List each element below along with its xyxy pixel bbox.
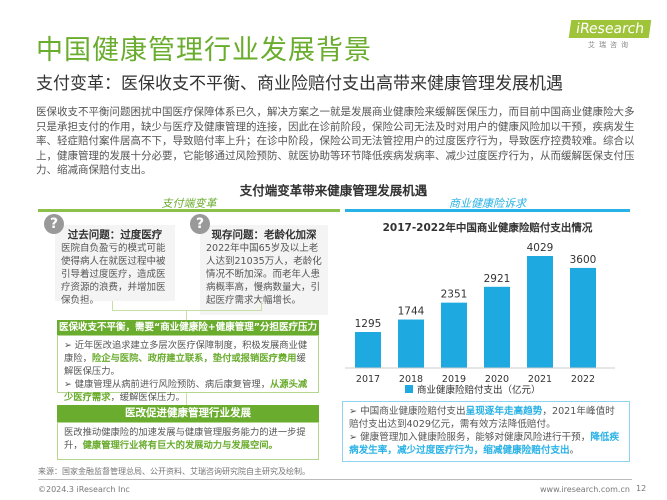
x-tick-label: 2022 [571,374,595,385]
footer-divider [38,479,632,480]
past-problem-title: 过去问题：过度医疗 [67,229,163,241]
bar [570,267,596,368]
logo-sub: 艾瑞咨询 [588,41,633,49]
bar [527,256,553,368]
page-title: 中国健康管理行业发展背景 [36,35,372,66]
x-tick-label: 2018 [399,374,423,385]
reform-banner: 医改促进健康管理行业发展 [57,405,319,422]
bar [484,286,510,368]
x-tick-label: 2019 [442,374,466,385]
right-section-header: 商业健康险诉求 [449,197,526,210]
bar-chart: 1295 2017 1744 2018 2351 2019 2921 2020 4029 2021… [345,242,615,396]
past-problem-box: 过去问题：过度医疗 医院自负盈亏的模式可能使得病人在就医过程中被引导着过度医疗，… [55,225,175,306]
data-label: 4029 [527,242,554,254]
iresearch-logo: iResearch 艾瑞咨询 [568,20,652,50]
data-label: 2921 [484,273,511,285]
intro-paragraph: 医保收支不平衡问题困扰中国医疗保障体系已久，解决方案之一就是发展商业健康险来缓解… [36,106,635,177]
current-problem-title: 现存问题：老龄化加深 [211,229,317,241]
past-problem-text: 医院自负盈亏的模式可能使得病人在就医过程中被引导着过度医疗，造成医疗资源的浪费，… [61,243,166,306]
legend-label: 商业健康险赔付支出（亿元） [417,384,541,396]
bullet-item: ➢ 近年医改追求建立多层次医疗保障制度，积极发展商业健康险，险企与医院、政府建立… [64,340,308,377]
bar [441,302,467,368]
right-divider [345,209,630,212]
data-label: 3600 [570,254,597,266]
left-section-header: 支付端变革 [161,197,217,210]
bullet-item: ➢ 健康管理从病前进行风险预防、病后康复管理，从源头减少医疗需求，缓解医保压力。 [64,379,308,403]
x-tick-label: 2017 [356,374,380,385]
diagram-heading: 支付端变革带来健康管理发展机遇 [239,183,428,198]
data-label: 1295 [355,318,382,330]
page-number: 12 [636,484,647,493]
data-label: 2351 [441,289,468,301]
left-divider [38,209,340,212]
current-problem-box: 现存问题：老龄化加深 2022年中国65岁及以上老人达到21035万人，老龄化情… [200,225,328,315]
legend-swatch [405,385,413,393]
website-link[interactable]: www.iresearch.com.cn [540,485,630,494]
reform-details: 医改推动健康险的加速发展与健康管理服务能力的进一步提升，健康管理行业将有巨大的发… [57,422,319,460]
pressure-details: ➢ 近年医改追求建立多层次医疗保障制度，积极发展商业健康险，险企与医院、政府建立… [57,335,319,403]
x-tick-label: 2021 [528,374,552,385]
chart-notes: ➢ 中国商业健康险赔付支出呈现逐年走高趋势，2021年峰值时赔付支出达到4029… [342,401,630,462]
pressure-banner: 医保收支不平衡，需要“商业健康险+健康管理”分担医疗压力 [57,320,319,335]
connector-arrow [186,393,187,405]
x-tick-label: 2020 [485,374,509,385]
logo-text: iResearch [568,20,652,38]
connector-line [112,301,262,311]
connector-arrow [186,311,187,320]
chart-title: 2017-2022年中国商业健康险赔付支出情况 [382,222,593,234]
current-problem-text: 2022年中国65岁及以上老人达到21035万人，老龄化情况不断加深。而老年人患… [206,243,322,306]
bar [398,319,424,368]
page-subtitle: 支付变革：医保收支不平衡、商业险赔付支出高带来健康管理发展机遇 [36,74,563,94]
copyright: ©2024.3 iResearch Inc [38,485,130,494]
data-label: 1744 [398,306,425,318]
note-item: ➢ 中国商业健康险赔付支出呈现逐年走高趋势，2021年峰值时赔付支出达到4029… [349,406,615,430]
source-note: 来源：国家金融监督管理总局、公开资料、艾瑞咨询研究院自主研究及绘制。 [38,467,310,476]
question-icon: ? [190,214,210,234]
note-item: ➢ 健康管理加入健康险服务，能够对健康风险进行干预，降低疾病发生率，减少过度医疗… [349,432,620,456]
question-icon: ? [44,214,64,234]
bar [355,332,381,368]
